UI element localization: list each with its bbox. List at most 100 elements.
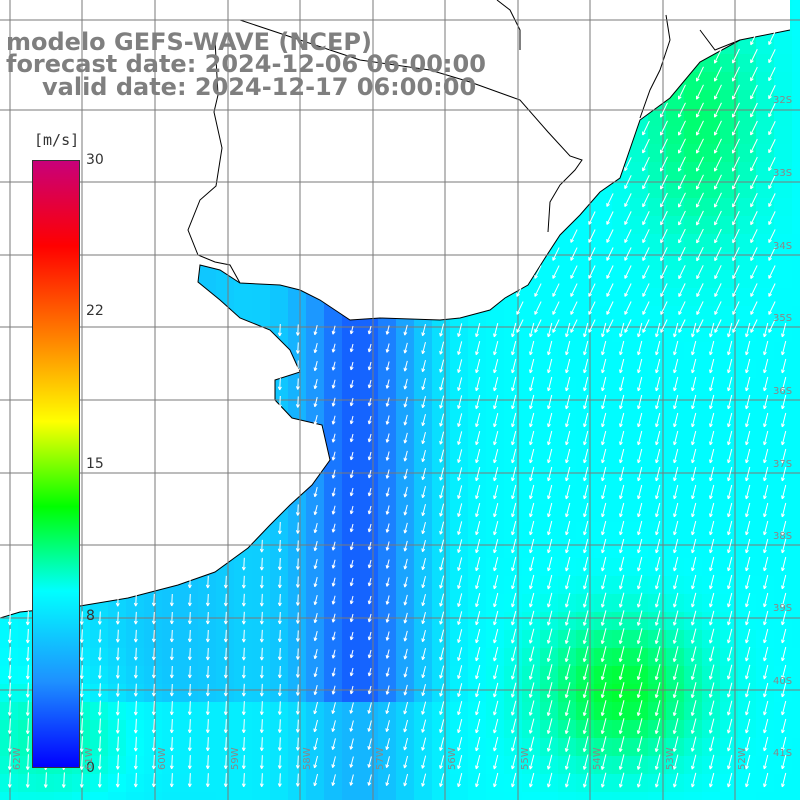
wind-arrow [655, 556, 661, 572]
wind-arrow [678, 210, 686, 226]
longitude-label: 57W [375, 747, 386, 770]
wind-arrow [781, 466, 787, 482]
wind-speed-cell [18, 792, 37, 800]
wind-arrow [169, 755, 174, 770]
wind-arrow [642, 138, 650, 154]
wind-arrow [660, 319, 668, 333]
wind-speed-cell [630, 180, 649, 199]
wind-arrow [7, 736, 12, 752]
wind-arrow [636, 700, 643, 717]
wind-arrow [690, 718, 697, 734]
wind-speed-cell [792, 720, 800, 739]
wind-arrow [528, 646, 535, 662]
wind-speed-cell [216, 648, 235, 667]
wind-arrow [642, 192, 650, 208]
wind-arrow [768, 49, 776, 64]
wind-arrow [745, 610, 751, 626]
wind-speed-cell [630, 144, 649, 163]
wind-speed-cell [18, 774, 37, 793]
wind-arrow [547, 520, 553, 536]
wind-arrow [511, 376, 517, 392]
wind-speed-cell [90, 630, 109, 649]
wind-arrow [475, 359, 481, 374]
wind-arrow [529, 340, 535, 356]
wind-speed-cell [198, 666, 217, 685]
wind-arrow [601, 340, 607, 356]
wind-speed-cell [180, 720, 199, 739]
wind-arrow [493, 574, 499, 590]
wind-speed-cell [684, 252, 703, 271]
wind-speed-cell [198, 702, 217, 721]
wind-arrow [7, 664, 12, 680]
wind-arrow [565, 394, 571, 410]
wind-speed-cell [666, 234, 685, 253]
wind-speed-cell [792, 630, 800, 649]
wind-arrow [619, 430, 625, 446]
wind-arrow [768, 31, 776, 46]
wind-speed-cell [288, 702, 307, 721]
wind-arrow [367, 325, 372, 335]
wind-arrow [582, 718, 589, 735]
wind-arrow [331, 451, 336, 461]
wind-arrow [277, 558, 282, 571]
wind-speed-cell [774, 216, 793, 235]
wind-arrow [511, 448, 517, 464]
wind-arrow [277, 773, 282, 787]
wind-arrow [750, 301, 758, 315]
wind-arrow [678, 265, 686, 280]
wind-arrow [529, 502, 535, 518]
wind-arrow [331, 720, 336, 732]
wind-arrow [439, 593, 445, 607]
wind-arrow [672, 754, 679, 770]
wind-arrow [475, 628, 481, 644]
wind-arrow [691, 430, 697, 446]
wind-arrow [25, 646, 30, 662]
wind-arrow [637, 340, 643, 356]
wind-speed-cell [18, 738, 37, 757]
wind-arrow [781, 412, 787, 428]
wind-speed-cell [36, 774, 55, 793]
wind-speed-cell [0, 666, 19, 685]
wind-arrow [570, 229, 578, 243]
wind-arrow [277, 576, 282, 589]
wind-arrow [588, 319, 596, 333]
wind-arrow [187, 755, 192, 770]
wind-arrow [637, 466, 643, 482]
wind-speed-cell [162, 792, 181, 800]
wind-arrow [367, 577, 372, 587]
wind-arrow [763, 430, 769, 446]
wind-arrow [529, 322, 535, 338]
wind-speed-cell [180, 684, 199, 703]
wind-speed-cell [234, 684, 253, 703]
wind-arrow [781, 736, 787, 752]
wind-arrow [745, 556, 751, 572]
wind-speed-cell [270, 684, 289, 703]
latitude-label: 32S [773, 95, 793, 106]
wind-arrow [313, 613, 318, 624]
wind-arrow [547, 412, 553, 428]
wind-arrow [367, 685, 372, 695]
wind-arrow [367, 756, 372, 768]
wind-arrow [511, 754, 517, 770]
wind-speed-cell [774, 234, 793, 253]
wind-arrow [750, 66, 758, 82]
wind-arrow [241, 611, 246, 625]
wind-speed-cell [666, 180, 685, 199]
wind-arrow [547, 340, 553, 356]
wind-arrow [528, 736, 535, 752]
wind-speed-cell [486, 306, 505, 325]
wind-speed-cell [90, 792, 109, 800]
wind-arrow [205, 755, 210, 770]
wind-arrow [732, 192, 740, 208]
wind-arrow [313, 595, 318, 606]
wind-arrow [619, 340, 625, 356]
wind-arrow [475, 413, 481, 428]
wind-arrow [583, 376, 589, 392]
wind-arrow [403, 468, 408, 480]
wind-arrow [618, 664, 625, 681]
wind-speed-cell [108, 684, 127, 703]
wind-arrow [403, 612, 408, 624]
wind-speed-cell [144, 648, 163, 667]
wind-arrow [745, 538, 751, 554]
wind-arrow [672, 646, 679, 663]
